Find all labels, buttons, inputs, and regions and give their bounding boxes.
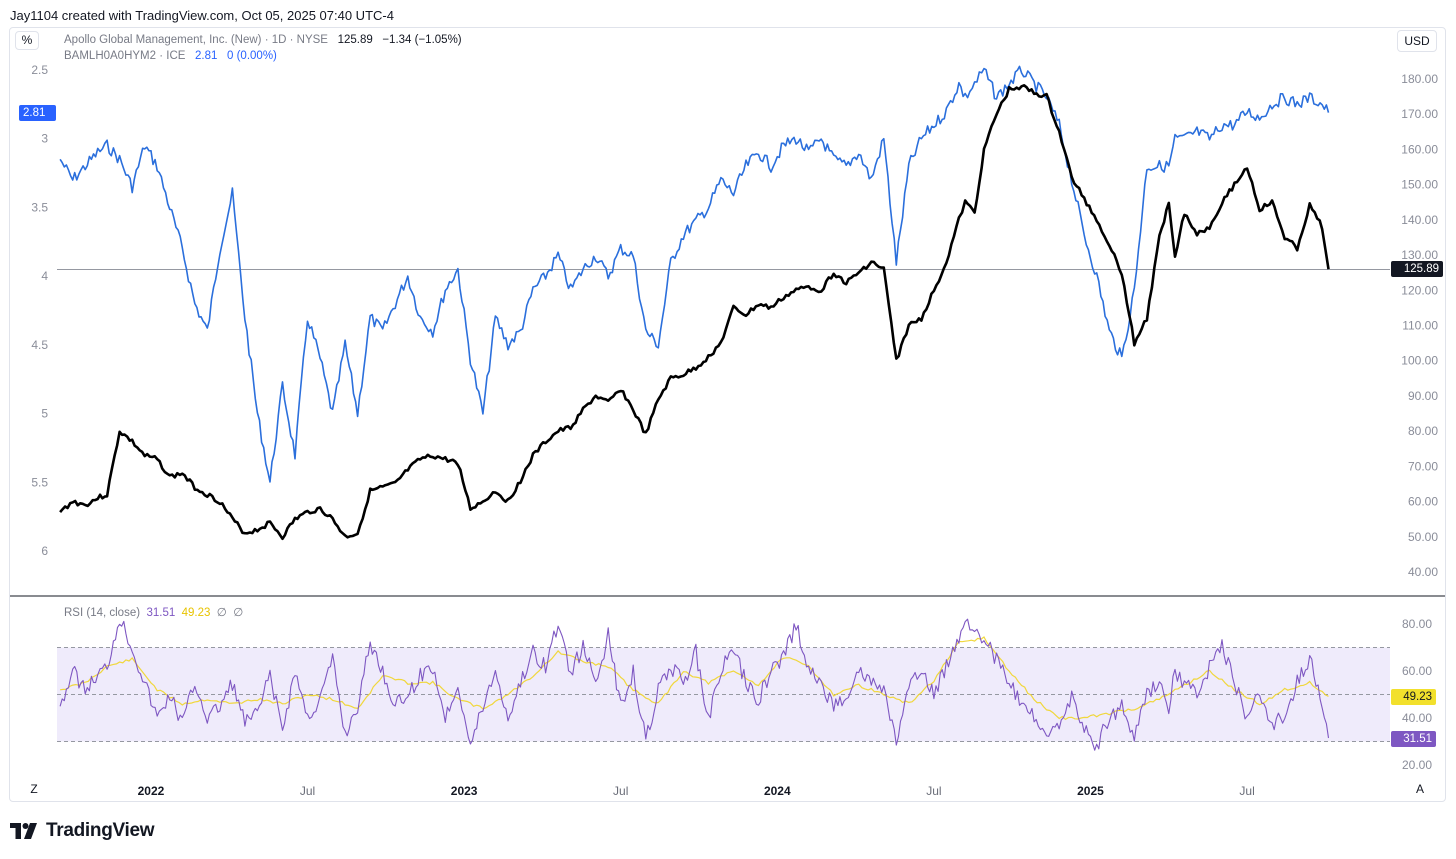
rsi-value-badge: 31.51 (1391, 731, 1436, 747)
second-series-change: 0 (0.00%) (227, 50, 277, 62)
rsi-name: RSI (14, close) (64, 607, 141, 619)
auto-scale-button[interactable]: A (1410, 782, 1430, 798)
zoom-button[interactable]: Z (24, 782, 44, 798)
left-value-badge: 2.81 (19, 105, 56, 121)
rsi-extra-2: ∅ (233, 607, 244, 619)
rsi-ma-badge: 49.23 (1391, 689, 1436, 705)
main-series-legend[interactable]: Apollo Global Management, Inc. (New) · 1… (64, 34, 462, 46)
main-series-name: Apollo Global Management, Inc. (New) · 1… (64, 34, 328, 46)
main-series-last: 125.89 (337, 34, 373, 46)
chart-frame (9, 27, 1446, 802)
brand-logo: TradingView (10, 820, 155, 842)
rsi-value: 31.51 (146, 607, 176, 619)
tradingview-logo-icon (10, 823, 37, 839)
currency-button[interactable]: USD (1397, 30, 1437, 52)
attribution-text: Jay1104 created with TradingView.com, Oc… (10, 8, 394, 23)
second-series-legend[interactable]: BAMLH0A0HYM2 · ICE 2.81 0 (0.00%) (64, 50, 277, 62)
main-series-change: −1.34 (−1.05%) (382, 34, 462, 46)
percent-scale-button[interactable]: % (15, 31, 39, 50)
rsi-ma-value: 49.23 (181, 607, 211, 619)
brand-name: TradingView (46, 820, 155, 841)
second-series-last: 2.81 (195, 50, 218, 62)
rsi-extra-1: ∅ (216, 607, 227, 619)
rsi-legend[interactable]: RSI (14, close) 31.51 49.23 ∅ ∅ (64, 605, 243, 619)
second-series-name: BAMLH0A0HYM2 · ICE (64, 50, 186, 62)
price-badge: 125.89 (1391, 261, 1443, 277)
